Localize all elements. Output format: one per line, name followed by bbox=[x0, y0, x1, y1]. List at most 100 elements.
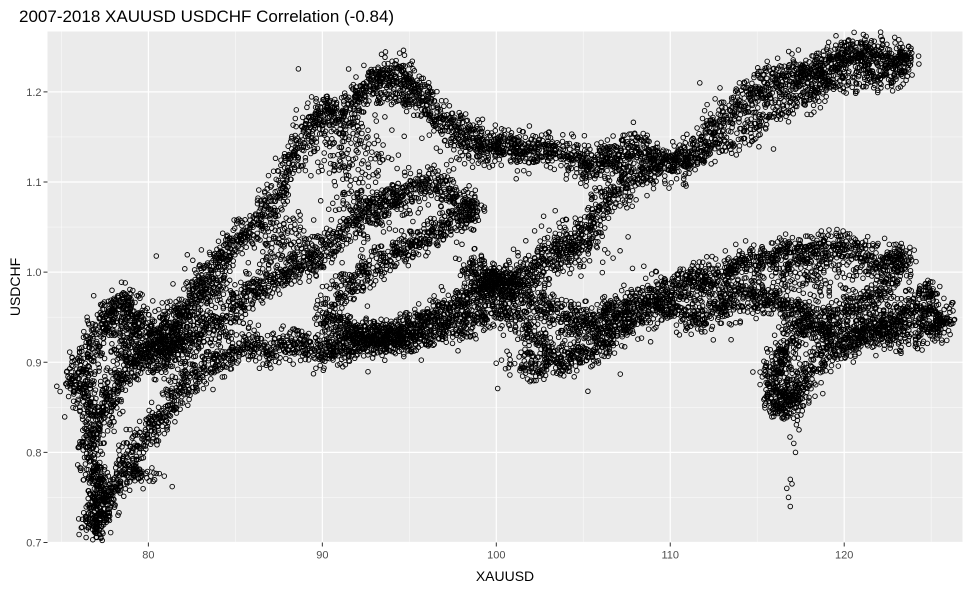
data-point bbox=[302, 155, 309, 161]
data-point bbox=[285, 143, 291, 149]
data-point bbox=[80, 334, 87, 341]
chart-title: 2007-2018 XAUUSD USDCHF Correlation (-0.… bbox=[19, 7, 394, 26]
data-point bbox=[274, 188, 280, 194]
data-point bbox=[79, 344, 85, 351]
data-point bbox=[313, 98, 319, 105]
data-point bbox=[272, 155, 279, 162]
data-point bbox=[228, 252, 234, 259]
data-point bbox=[255, 221, 261, 228]
data-point bbox=[90, 292, 97, 299]
data-point bbox=[292, 115, 299, 122]
data-point bbox=[84, 317, 91, 324]
data-point bbox=[101, 299, 108, 305]
data-point bbox=[239, 250, 245, 257]
data-point bbox=[206, 249, 213, 256]
data-point bbox=[167, 298, 173, 305]
data-point bbox=[316, 131, 323, 137]
data-point bbox=[278, 205, 284, 211]
data-point bbox=[225, 257, 231, 263]
data-point bbox=[295, 155, 301, 161]
data-point bbox=[239, 241, 245, 247]
data-point bbox=[142, 323, 148, 330]
data-point bbox=[309, 128, 316, 134]
data-point bbox=[57, 388, 63, 395]
data-point bbox=[253, 216, 260, 222]
data-point bbox=[187, 295, 193, 301]
data-point bbox=[259, 213, 266, 219]
data-point bbox=[109, 287, 115, 294]
data-point bbox=[217, 277, 224, 284]
data-point bbox=[239, 219, 246, 226]
data-point bbox=[230, 262, 236, 269]
data-point bbox=[308, 94, 315, 100]
data-point bbox=[239, 223, 245, 229]
data-point bbox=[144, 305, 150, 312]
data-point bbox=[291, 167, 298, 173]
data-point bbox=[210, 267, 217, 273]
data-point bbox=[82, 343, 88, 350]
data-point bbox=[77, 362, 84, 368]
data-point bbox=[228, 246, 234, 252]
data-point bbox=[226, 249, 233, 255]
data-point bbox=[224, 258, 230, 265]
data-point bbox=[236, 232, 242, 239]
data-point bbox=[302, 167, 309, 174]
data-point bbox=[203, 272, 209, 278]
data-point bbox=[86, 338, 93, 345]
data-point bbox=[67, 382, 73, 389]
data-point bbox=[274, 168, 281, 174]
data-point bbox=[265, 228, 272, 235]
data-point bbox=[289, 161, 295, 167]
data-point bbox=[220, 255, 226, 262]
data-point bbox=[280, 198, 287, 205]
data-point bbox=[230, 227, 236, 233]
data-point bbox=[285, 184, 291, 190]
data-point bbox=[203, 279, 210, 286]
data-point bbox=[264, 181, 270, 188]
data-point bbox=[288, 135, 295, 142]
data-point bbox=[289, 133, 295, 140]
data-point bbox=[84, 314, 90, 320]
data-point bbox=[273, 176, 279, 183]
data-point bbox=[284, 176, 290, 182]
data-point bbox=[293, 123, 299, 130]
data-point bbox=[311, 122, 318, 129]
data-point bbox=[252, 212, 259, 218]
data-point bbox=[229, 237, 236, 243]
data-point bbox=[247, 224, 253, 231]
data-point bbox=[288, 138, 294, 145]
data-point bbox=[231, 217, 237, 223]
data-point bbox=[270, 168, 277, 174]
data-point bbox=[68, 369, 75, 375]
data-point bbox=[129, 315, 136, 322]
data-point bbox=[290, 122, 296, 128]
data-point bbox=[254, 197, 261, 204]
data-point bbox=[243, 231, 249, 237]
data-point bbox=[265, 172, 272, 179]
data-point bbox=[115, 295, 122, 301]
data-point bbox=[210, 252, 217, 258]
data-point bbox=[254, 230, 260, 237]
data-point bbox=[216, 250, 222, 256]
data-point bbox=[285, 192, 292, 198]
data-point bbox=[256, 187, 262, 193]
data-point bbox=[65, 393, 72, 400]
data-point bbox=[282, 153, 289, 160]
data-point bbox=[313, 139, 320, 145]
data-point bbox=[272, 207, 278, 214]
data-point bbox=[71, 391, 77, 397]
data-point bbox=[270, 197, 276, 204]
data-point bbox=[122, 280, 128, 286]
data-point bbox=[258, 197, 264, 204]
data-point bbox=[234, 238, 241, 245]
data-point bbox=[300, 144, 307, 151]
data-points bbox=[54, 29, 958, 544]
data-point bbox=[101, 302, 108, 308]
data-point bbox=[285, 167, 292, 174]
data-point bbox=[118, 279, 125, 285]
data-point bbox=[214, 255, 220, 262]
data-point bbox=[263, 202, 270, 209]
data-point bbox=[291, 148, 297, 154]
